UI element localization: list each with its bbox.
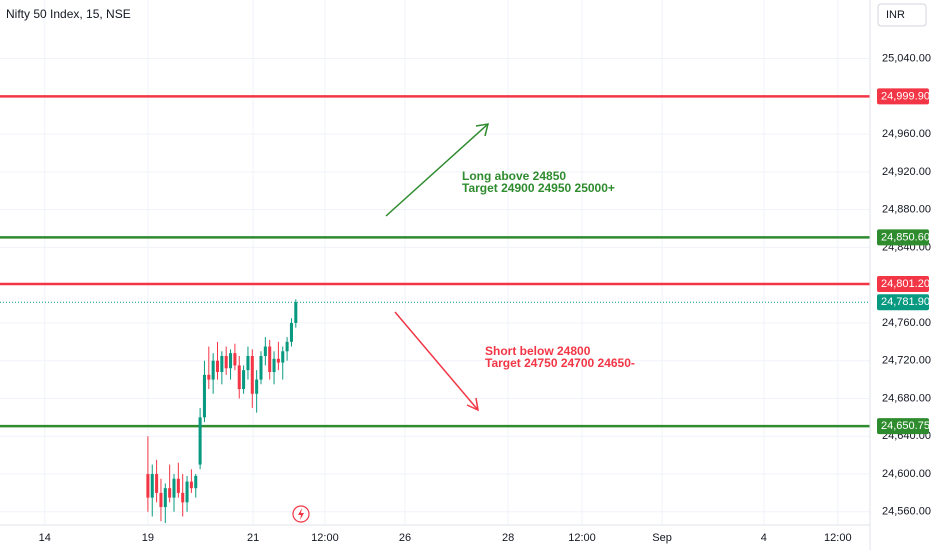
- candle-body: [281, 351, 285, 363]
- candle-body: [233, 353, 237, 366]
- candle-body: [155, 474, 159, 493]
- candle-body: [220, 355, 224, 373]
- candle-body: [189, 481, 193, 489]
- level-label-bg: [877, 229, 929, 246]
- x-tick-label: Sep: [652, 532, 672, 544]
- candle-body: [146, 474, 150, 498]
- annotation-text: Long above 24850: [462, 169, 566, 183]
- candle-body: [224, 355, 228, 369]
- levels: [0, 95, 870, 428]
- candle-body: [255, 379, 259, 394]
- x-tick-label: 14: [39, 532, 51, 544]
- candle-body: [268, 346, 272, 373]
- candle-body: [263, 346, 267, 356]
- level-label-bg: [877, 88, 929, 105]
- level-label-bg: [877, 418, 929, 435]
- candle-body: [194, 475, 198, 489]
- y-tick-label: 24,880.00: [882, 204, 931, 216]
- long-arrow-head: [475, 123, 490, 137]
- candle-body: [207, 374, 211, 380]
- candle-body: [272, 358, 276, 373]
- chart-title: Nifty 50 Index, 15, NSE: [6, 7, 131, 21]
- currency-button[interactable]: [877, 3, 927, 27]
- level-label: 24,850.60: [881, 231, 930, 243]
- grid: [0, 0, 870, 525]
- candle-body: [150, 474, 154, 498]
- level-label: 24,650.75: [881, 420, 930, 432]
- candle-body: [211, 360, 215, 380]
- y-tick-label: 24,680.00: [882, 392, 931, 404]
- annotation-text: Target 24750 24700 24650-: [485, 356, 635, 370]
- y-tick-label: 24,960.00: [882, 128, 931, 140]
- candle-body: [202, 374, 206, 418]
- x-tick-label: 12:00: [311, 532, 339, 544]
- y-tick-label: 24,560.00: [882, 506, 931, 518]
- y-tick-label: 25,040.00: [882, 52, 931, 64]
- candle-body: [168, 488, 172, 498]
- level-label: 24,781.90: [881, 296, 930, 308]
- candle-body: [276, 358, 280, 363]
- candle-body: [259, 355, 263, 380]
- y-tick-label: 24,720.00: [882, 355, 931, 367]
- candle-body: [246, 355, 250, 371]
- annotation-text: Target 24900 24950 25000+: [462, 181, 615, 195]
- candle-body: [250, 355, 254, 394]
- x-tick-label: 19: [142, 532, 154, 544]
- x-tick-label: 12:00: [824, 532, 852, 544]
- candle-body: [215, 360, 220, 373]
- candle-body: [242, 370, 246, 390]
- y-tick-label: 24,920.00: [882, 166, 931, 178]
- level-label: 24,999.90: [881, 90, 930, 102]
- level-label-bg: [877, 294, 929, 311]
- candle-body: [289, 322, 293, 342]
- candle-body: [294, 302, 298, 323]
- currency-label: INR: [886, 9, 905, 21]
- candle-body: [181, 492, 185, 503]
- x-tick-label: 21: [247, 532, 259, 544]
- candle-body: [198, 417, 202, 465]
- candle-body: [237, 365, 241, 390]
- candle-body: [159, 492, 163, 508]
- annotation-text: Short below 24800: [485, 344, 591, 358]
- candle-body: [229, 353, 233, 369]
- y-tick-label: 24,600.00: [882, 468, 931, 480]
- x-tick-label: 28: [502, 532, 514, 544]
- long-arrow: [385, 123, 489, 217]
- event-icon-bolt: [298, 508, 304, 520]
- short-arrow: [394, 311, 479, 411]
- candle-body: [176, 478, 180, 493]
- candle-body: [172, 478, 176, 498]
- level-label-bg: [877, 276, 929, 293]
- x-tick-label: 26: [399, 532, 411, 544]
- y-tick-label: 24,760.00: [882, 317, 931, 329]
- x-tick-label: 4: [761, 532, 767, 544]
- candle-body: [185, 481, 189, 503]
- candle-body: [163, 488, 167, 508]
- axes: 25,040.00 24,960.00 24,920.00 24,880.00 24,8…: [39, 52, 931, 543]
- level-label: 24,801.20: [881, 278, 930, 290]
- short-arrow-head: [466, 397, 479, 412]
- x-tick-label: 12:00: [568, 532, 596, 544]
- candles: [146, 299, 298, 524]
- candle-body: [285, 341, 289, 352]
